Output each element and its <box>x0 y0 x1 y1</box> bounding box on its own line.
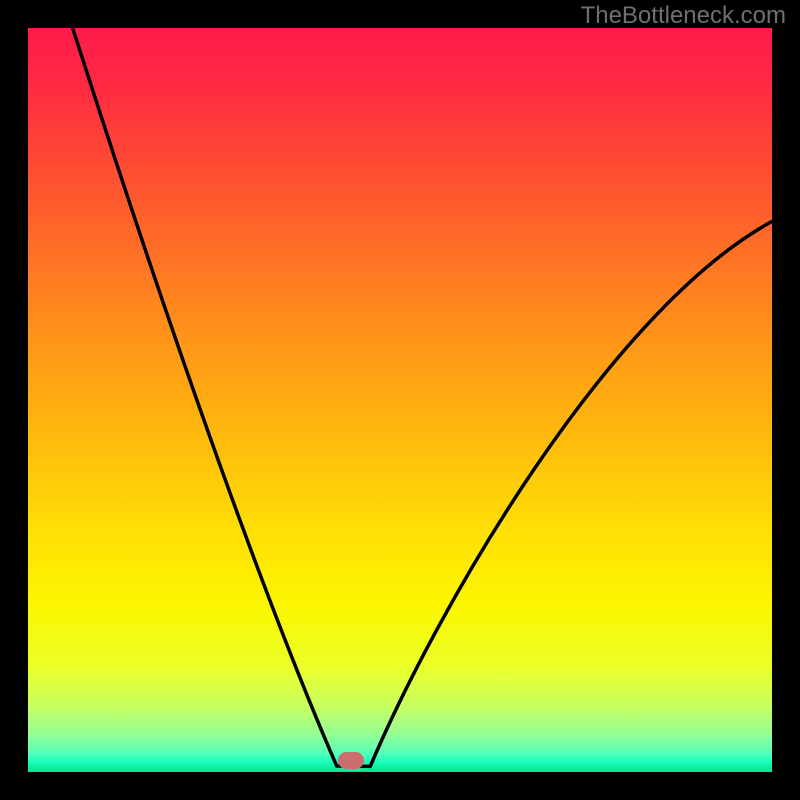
watermark-text: TheBottleneck.com <box>581 2 786 30</box>
optimal-point-marker <box>338 752 364 769</box>
plot-area <box>28 28 772 772</box>
chart-frame: TheBottleneck.com <box>0 0 800 800</box>
bottleneck-curve <box>28 28 772 772</box>
